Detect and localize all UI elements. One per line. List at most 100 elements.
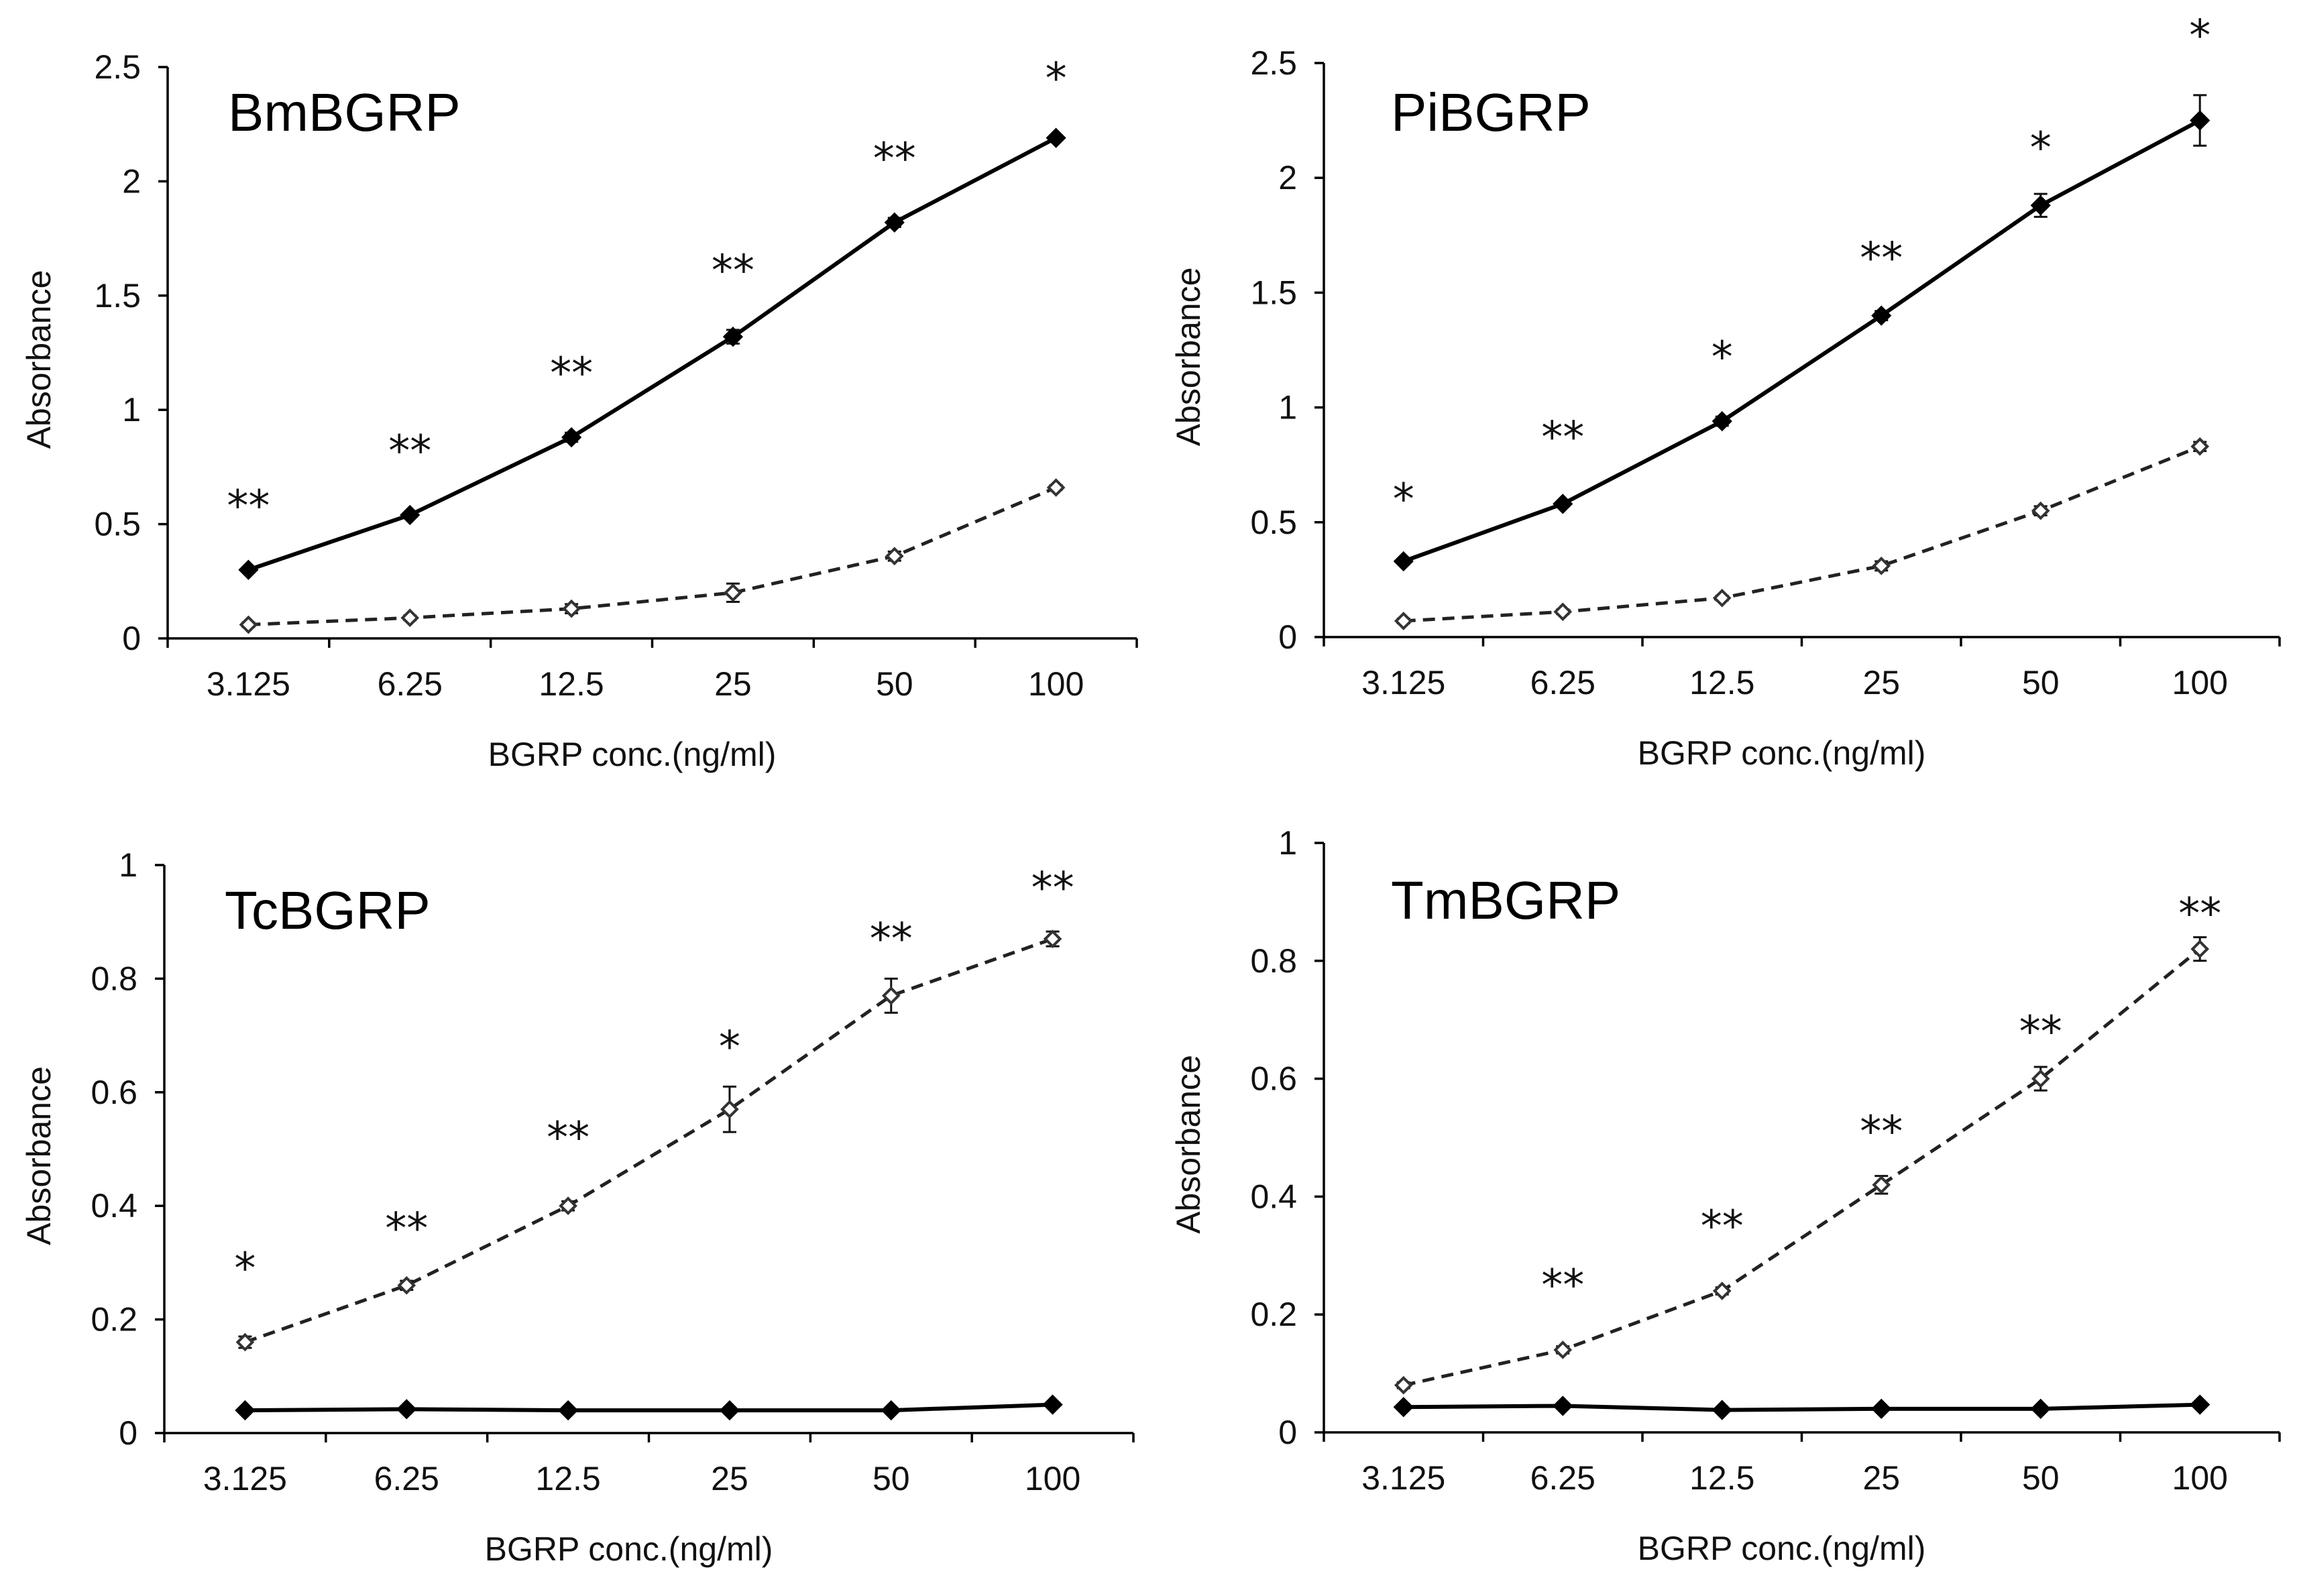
y-axis-title: Absorbance	[1170, 1055, 1207, 1234]
panel-title: BmBGRP	[228, 82, 461, 142]
x-tick-label: 50	[873, 1460, 910, 1497]
x-tick-label: 100	[1028, 665, 1084, 703]
data-point-filled	[1042, 1394, 1063, 1415]
series-line-solid-filled	[1402, 118, 2201, 563]
significance-marker: *	[719, 1023, 740, 1072]
significance-marker: **	[1541, 1261, 1584, 1310]
data-point-open	[1712, 588, 1732, 608]
chart-svg: 0 0.2 0.4 0.6 0.8 1 3.125 6.25 12.5 25 50 100 BGRP c…	[20, 846, 1135, 1568]
x-axis-title: BGRP conc.(ng/ml)	[1638, 734, 1926, 772]
series-line-solid-filled	[247, 135, 1057, 572]
data-point-filled	[561, 426, 582, 448]
x-tick-label: 25	[1862, 1459, 1900, 1497]
series-line-dashed-open	[248, 486, 1057, 627]
data-point-filled	[2030, 195, 2051, 216]
x-tick-label: 100	[1025, 1460, 1080, 1497]
data-point-filled	[884, 212, 905, 233]
data-point-open	[1553, 1341, 1573, 1359]
y-tick-label: 1.5	[94, 277, 141, 315]
data-point-filled	[1712, 411, 1732, 432]
data-point-filled	[1871, 1398, 1892, 1419]
y-tick-label: 0	[1278, 1414, 1297, 1451]
y-tick-label: 1	[119, 846, 137, 884]
y-tick-label: 0.4	[1250, 1178, 1297, 1215]
data-point-open	[1553, 602, 1573, 622]
x-tick-label: 100	[2172, 1459, 2228, 1497]
panel-pibgrp: 0 0.5 1 1.5 2 2.5 3.125 6.25 12.5 25 50 100 BGRP con…	[1150, 0, 2299, 798]
y-tick-label: 2	[1278, 159, 1297, 196]
significance-marker: *	[1712, 333, 1733, 382]
y-axis-title: Absorbance	[20, 1066, 58, 1245]
data-point-filled	[2030, 1398, 2051, 1419]
x-tick-label: 12.5	[539, 665, 604, 703]
y-tick-label: 0.6	[1250, 1060, 1297, 1098]
data-point-open	[1872, 1175, 1891, 1194]
significance-marker: **	[388, 427, 431, 477]
data-point-open	[2031, 501, 2050, 520]
panel-bmbgrp: 0 0.5 1 1.5 2 2.5 3.125 6.25 12.5 25 50 100 BGRP con…	[0, 0, 1150, 798]
x-tick-label: 25	[714, 665, 752, 703]
series-line-dashed-open	[1403, 948, 2201, 1387]
significance-marker: *	[2189, 11, 2210, 61]
x-tick-label: 3.125	[1361, 1459, 1445, 1497]
y-axis-title: Absorbance	[20, 270, 58, 449]
y-tick-label: 0.2	[1250, 1296, 1297, 1333]
significance-marker: **	[547, 1114, 590, 1163]
y-axis-title: Absorbance	[1170, 268, 1207, 447]
y-tick-label: 1.5	[1250, 274, 1297, 311]
x-tick-label: 25	[1862, 664, 1900, 701]
y-tick-label: 0.8	[91, 960, 137, 997]
data-point-filled	[1553, 494, 1573, 514]
significance-marker: **	[873, 134, 916, 184]
significance-marker: **	[870, 915, 913, 964]
significance-marker: *	[1046, 54, 1067, 104]
data-point-filled	[557, 1400, 579, 1421]
data-point-filled	[722, 327, 744, 347]
data-point-open	[397, 1275, 416, 1295]
data-point-filled	[2190, 110, 2210, 131]
significance-marker: **	[1860, 1108, 1903, 1157]
data-point-open	[559, 1196, 577, 1216]
data-point-filled	[1046, 127, 1066, 148]
data-point-filled	[1553, 1395, 1573, 1416]
data-point-open	[239, 615, 258, 634]
data-point-filled	[1393, 551, 1414, 572]
x-axis-title: BGRP conc.(ng/ml)	[485, 1530, 773, 1568]
y-tick-label: 1	[122, 391, 141, 429]
significance-marker: *	[1393, 475, 1414, 525]
significance-marker: *	[2030, 124, 2052, 174]
data-point-open	[1394, 612, 1413, 630]
series-line-dashed-open	[1403, 445, 2201, 623]
data-point-open	[1712, 1281, 1732, 1300]
y-tick-label: 0.5	[1250, 504, 1297, 541]
data-point-open	[1046, 478, 1066, 497]
x-tick-label: 50	[2022, 1459, 2060, 1497]
x-tick-label: 12.5	[535, 1460, 600, 1497]
data-point-open	[881, 986, 901, 1005]
series-line-solid-filled	[245, 1402, 1053, 1413]
x-tick-label: 6.25	[378, 665, 443, 703]
data-point-open	[1872, 557, 1891, 575]
y-tick-label: 0.5	[94, 506, 141, 543]
data-point-open	[235, 1332, 255, 1352]
data-point-open	[724, 583, 742, 602]
data-point-open	[720, 1100, 739, 1119]
x-tick-label: 12.5	[1689, 1459, 1754, 1497]
data-point-filled	[400, 504, 420, 526]
data-point-filled	[1393, 1397, 1414, 1418]
significance-marker: **	[227, 481, 270, 531]
panel-tmbgrp: 0 0.2 0.4 0.6 0.8 1 3.125 6.25 12.5 25 50 100 BGRP c…	[1150, 798, 2299, 1596]
data-point-open	[2190, 437, 2210, 456]
x-tick-label: 3.125	[207, 665, 290, 703]
data-point-filled	[238, 559, 259, 580]
y-tick-label: 0	[122, 620, 141, 657]
y-tick-label: 1	[1278, 389, 1297, 426]
panel-tcbgrp: 0 0.2 0.4 0.6 0.8 1 3.125 6.25 12.5 25 50 100 BGRP c…	[0, 798, 1150, 1596]
significance-marker: **	[385, 1204, 428, 1254]
x-tick-label: 6.25	[374, 1460, 439, 1497]
x-tick-label: 3.125	[203, 1460, 287, 1497]
data-point-open	[1043, 929, 1062, 948]
data-point-filled	[719, 1400, 740, 1421]
panel-title: TcBGRP	[225, 880, 431, 940]
data-point-filled	[235, 1400, 256, 1421]
